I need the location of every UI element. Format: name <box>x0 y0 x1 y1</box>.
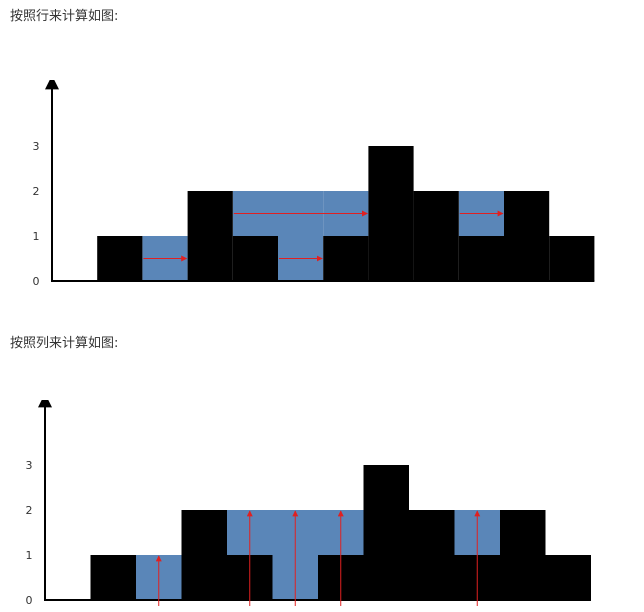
y-tick-label: 2 <box>33 185 40 198</box>
bar <box>500 510 546 600</box>
bar <box>458 236 504 281</box>
bar <box>232 236 278 281</box>
row-method-diagram: 0 1 2 3 <box>33 80 595 288</box>
y-tick-label: 1 <box>26 549 33 562</box>
bar <box>409 510 455 600</box>
bar <box>363 465 409 600</box>
caption-row-method: 按照行来计算如图: <box>10 9 119 24</box>
bar <box>97 236 143 281</box>
y-tick-label: 0 <box>26 594 33 607</box>
caption-column-method: 按照列来计算如图: <box>10 336 119 351</box>
bar <box>323 236 369 281</box>
column-method-diagram: 0 1 2 3 <box>26 400 591 607</box>
bar <box>368 146 414 281</box>
y-tick-label: 0 <box>33 275 40 288</box>
bar <box>549 236 595 281</box>
y-tick-label: 2 <box>26 504 33 517</box>
water-cell <box>278 191 324 281</box>
bar <box>545 555 591 600</box>
y-tick-label: 3 <box>26 459 33 472</box>
bar <box>181 510 227 600</box>
y-tick-label: 1 <box>33 230 40 243</box>
bar <box>504 191 550 281</box>
bar <box>413 191 459 281</box>
bar <box>90 555 136 600</box>
y-tick-label: 3 <box>33 140 40 153</box>
bar <box>187 191 233 281</box>
